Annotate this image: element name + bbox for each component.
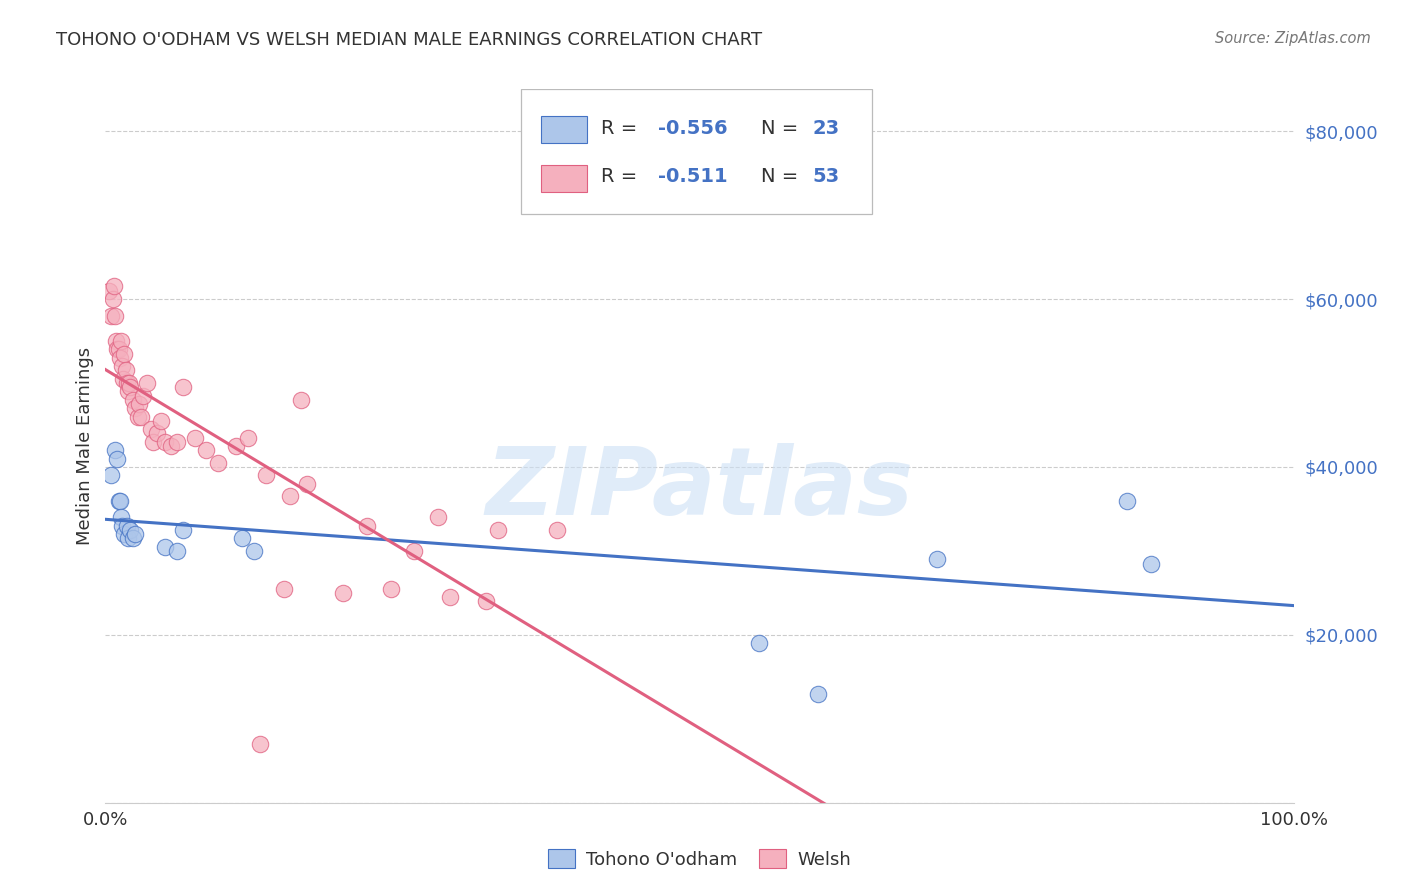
Point xyxy=(150,414,173,428)
Point xyxy=(108,351,131,365)
Point xyxy=(132,389,155,403)
Point xyxy=(380,582,402,596)
Text: R =: R = xyxy=(600,168,650,186)
Point xyxy=(111,518,134,533)
Point xyxy=(145,426,167,441)
Point xyxy=(153,540,176,554)
Point xyxy=(128,397,150,411)
Point xyxy=(139,422,162,436)
Point xyxy=(1140,557,1163,571)
Text: N =: N = xyxy=(761,119,804,138)
Text: ZIPatlas: ZIPatlas xyxy=(485,442,914,535)
Point xyxy=(114,346,136,360)
Point xyxy=(127,409,149,424)
Point xyxy=(332,586,354,600)
Text: -0.556: -0.556 xyxy=(658,119,727,138)
Point xyxy=(439,590,461,604)
Point xyxy=(111,359,134,374)
Point xyxy=(404,544,426,558)
Point xyxy=(118,376,141,390)
Point xyxy=(249,737,271,751)
Point xyxy=(120,523,142,537)
Point xyxy=(166,434,188,449)
Point xyxy=(108,493,131,508)
Point xyxy=(121,532,143,546)
Text: N =: N = xyxy=(761,168,804,186)
Point xyxy=(172,380,194,394)
Point xyxy=(107,343,129,357)
Point xyxy=(110,510,132,524)
Point xyxy=(100,309,122,323)
Text: 53: 53 xyxy=(813,168,839,186)
Point xyxy=(105,334,128,348)
Point xyxy=(142,434,165,449)
Point xyxy=(1116,493,1139,508)
Point xyxy=(427,510,450,524)
Point xyxy=(748,636,770,650)
Point xyxy=(121,392,143,407)
Point xyxy=(103,279,125,293)
Point xyxy=(474,594,496,608)
FancyBboxPatch shape xyxy=(541,116,586,144)
Point xyxy=(112,372,135,386)
Point xyxy=(243,544,266,558)
Point xyxy=(236,431,259,445)
Y-axis label: Median Male Earnings: Median Male Earnings xyxy=(76,347,94,545)
Text: R =: R = xyxy=(600,119,644,138)
Point xyxy=(807,687,830,701)
Point xyxy=(159,439,181,453)
Point xyxy=(290,392,312,407)
Point xyxy=(115,376,138,390)
Point xyxy=(98,284,121,298)
Point xyxy=(254,468,277,483)
FancyBboxPatch shape xyxy=(522,89,872,214)
Point xyxy=(925,552,948,566)
Text: 23: 23 xyxy=(813,119,839,138)
Text: Source: ZipAtlas.com: Source: ZipAtlas.com xyxy=(1215,31,1371,46)
Point xyxy=(104,309,127,323)
Legend: Tohono O'odham, Welsh: Tohono O'odham, Welsh xyxy=(541,842,858,876)
Point xyxy=(117,384,139,399)
Point xyxy=(105,451,128,466)
Point xyxy=(114,527,136,541)
Point xyxy=(104,443,127,458)
Point xyxy=(117,532,139,546)
Point xyxy=(183,431,205,445)
Point xyxy=(278,489,301,503)
Text: TOHONO O'ODHAM VS WELSH MEDIAN MALE EARNINGS CORRELATION CHART: TOHONO O'ODHAM VS WELSH MEDIAN MALE EARN… xyxy=(56,31,762,49)
Text: -0.511: -0.511 xyxy=(658,168,727,186)
Point xyxy=(546,523,568,537)
Point xyxy=(115,518,138,533)
Point xyxy=(297,476,319,491)
Point xyxy=(166,544,188,558)
Point xyxy=(195,443,218,458)
Point xyxy=(486,523,509,537)
Point xyxy=(124,401,146,416)
Point xyxy=(207,456,229,470)
Point xyxy=(153,434,176,449)
Point xyxy=(114,363,136,377)
Point xyxy=(225,439,247,453)
Point xyxy=(100,468,122,483)
Point xyxy=(129,409,152,424)
Point xyxy=(110,334,132,348)
Point xyxy=(356,518,378,533)
Point xyxy=(107,493,129,508)
Point xyxy=(136,376,159,390)
Point xyxy=(273,582,295,596)
Point xyxy=(172,523,194,537)
Point xyxy=(105,343,128,357)
Point xyxy=(101,292,124,306)
Point xyxy=(231,532,253,546)
Point xyxy=(124,527,146,541)
FancyBboxPatch shape xyxy=(541,165,586,192)
Point xyxy=(120,380,142,394)
